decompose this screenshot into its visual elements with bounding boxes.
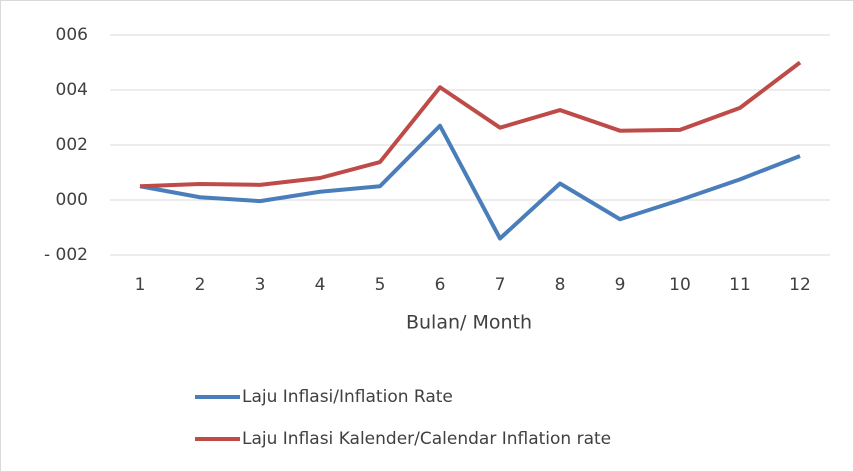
x-tick-label: 3 [255, 275, 266, 295]
y-tick-label: 006 [56, 25, 88, 45]
x-tick-label: 2 [195, 275, 206, 295]
x-tick-label: 8 [555, 275, 566, 295]
x-tick-label: 7 [495, 275, 506, 295]
x-tick-label: 1 [135, 275, 146, 295]
x-tick-label: 12 [789, 275, 811, 295]
data-line [139, 123, 801, 241]
x-tick-label: 6 [435, 275, 446, 295]
y-tick-label: 004 [56, 80, 88, 100]
y-tick-label: 002 [56, 135, 88, 155]
legend-label: Laju Inflasi/Inflation Rate [242, 387, 453, 407]
x-axis-label: Bulan/ Month [406, 312, 532, 334]
x-tick-label: 4 [315, 275, 326, 295]
x-tick-label: 11 [729, 275, 751, 295]
y-tick-label: 000 [56, 190, 88, 210]
legend-label: Laju Inflasi Kalender/Calendar Inflation… [242, 429, 611, 449]
x-tick-label: 10 [669, 275, 691, 295]
y-tick-label: - 002 [44, 245, 88, 265]
x-tick-label: 5 [375, 275, 386, 295]
x-tick-label: 9 [615, 275, 626, 295]
data-line [139, 60, 802, 189]
